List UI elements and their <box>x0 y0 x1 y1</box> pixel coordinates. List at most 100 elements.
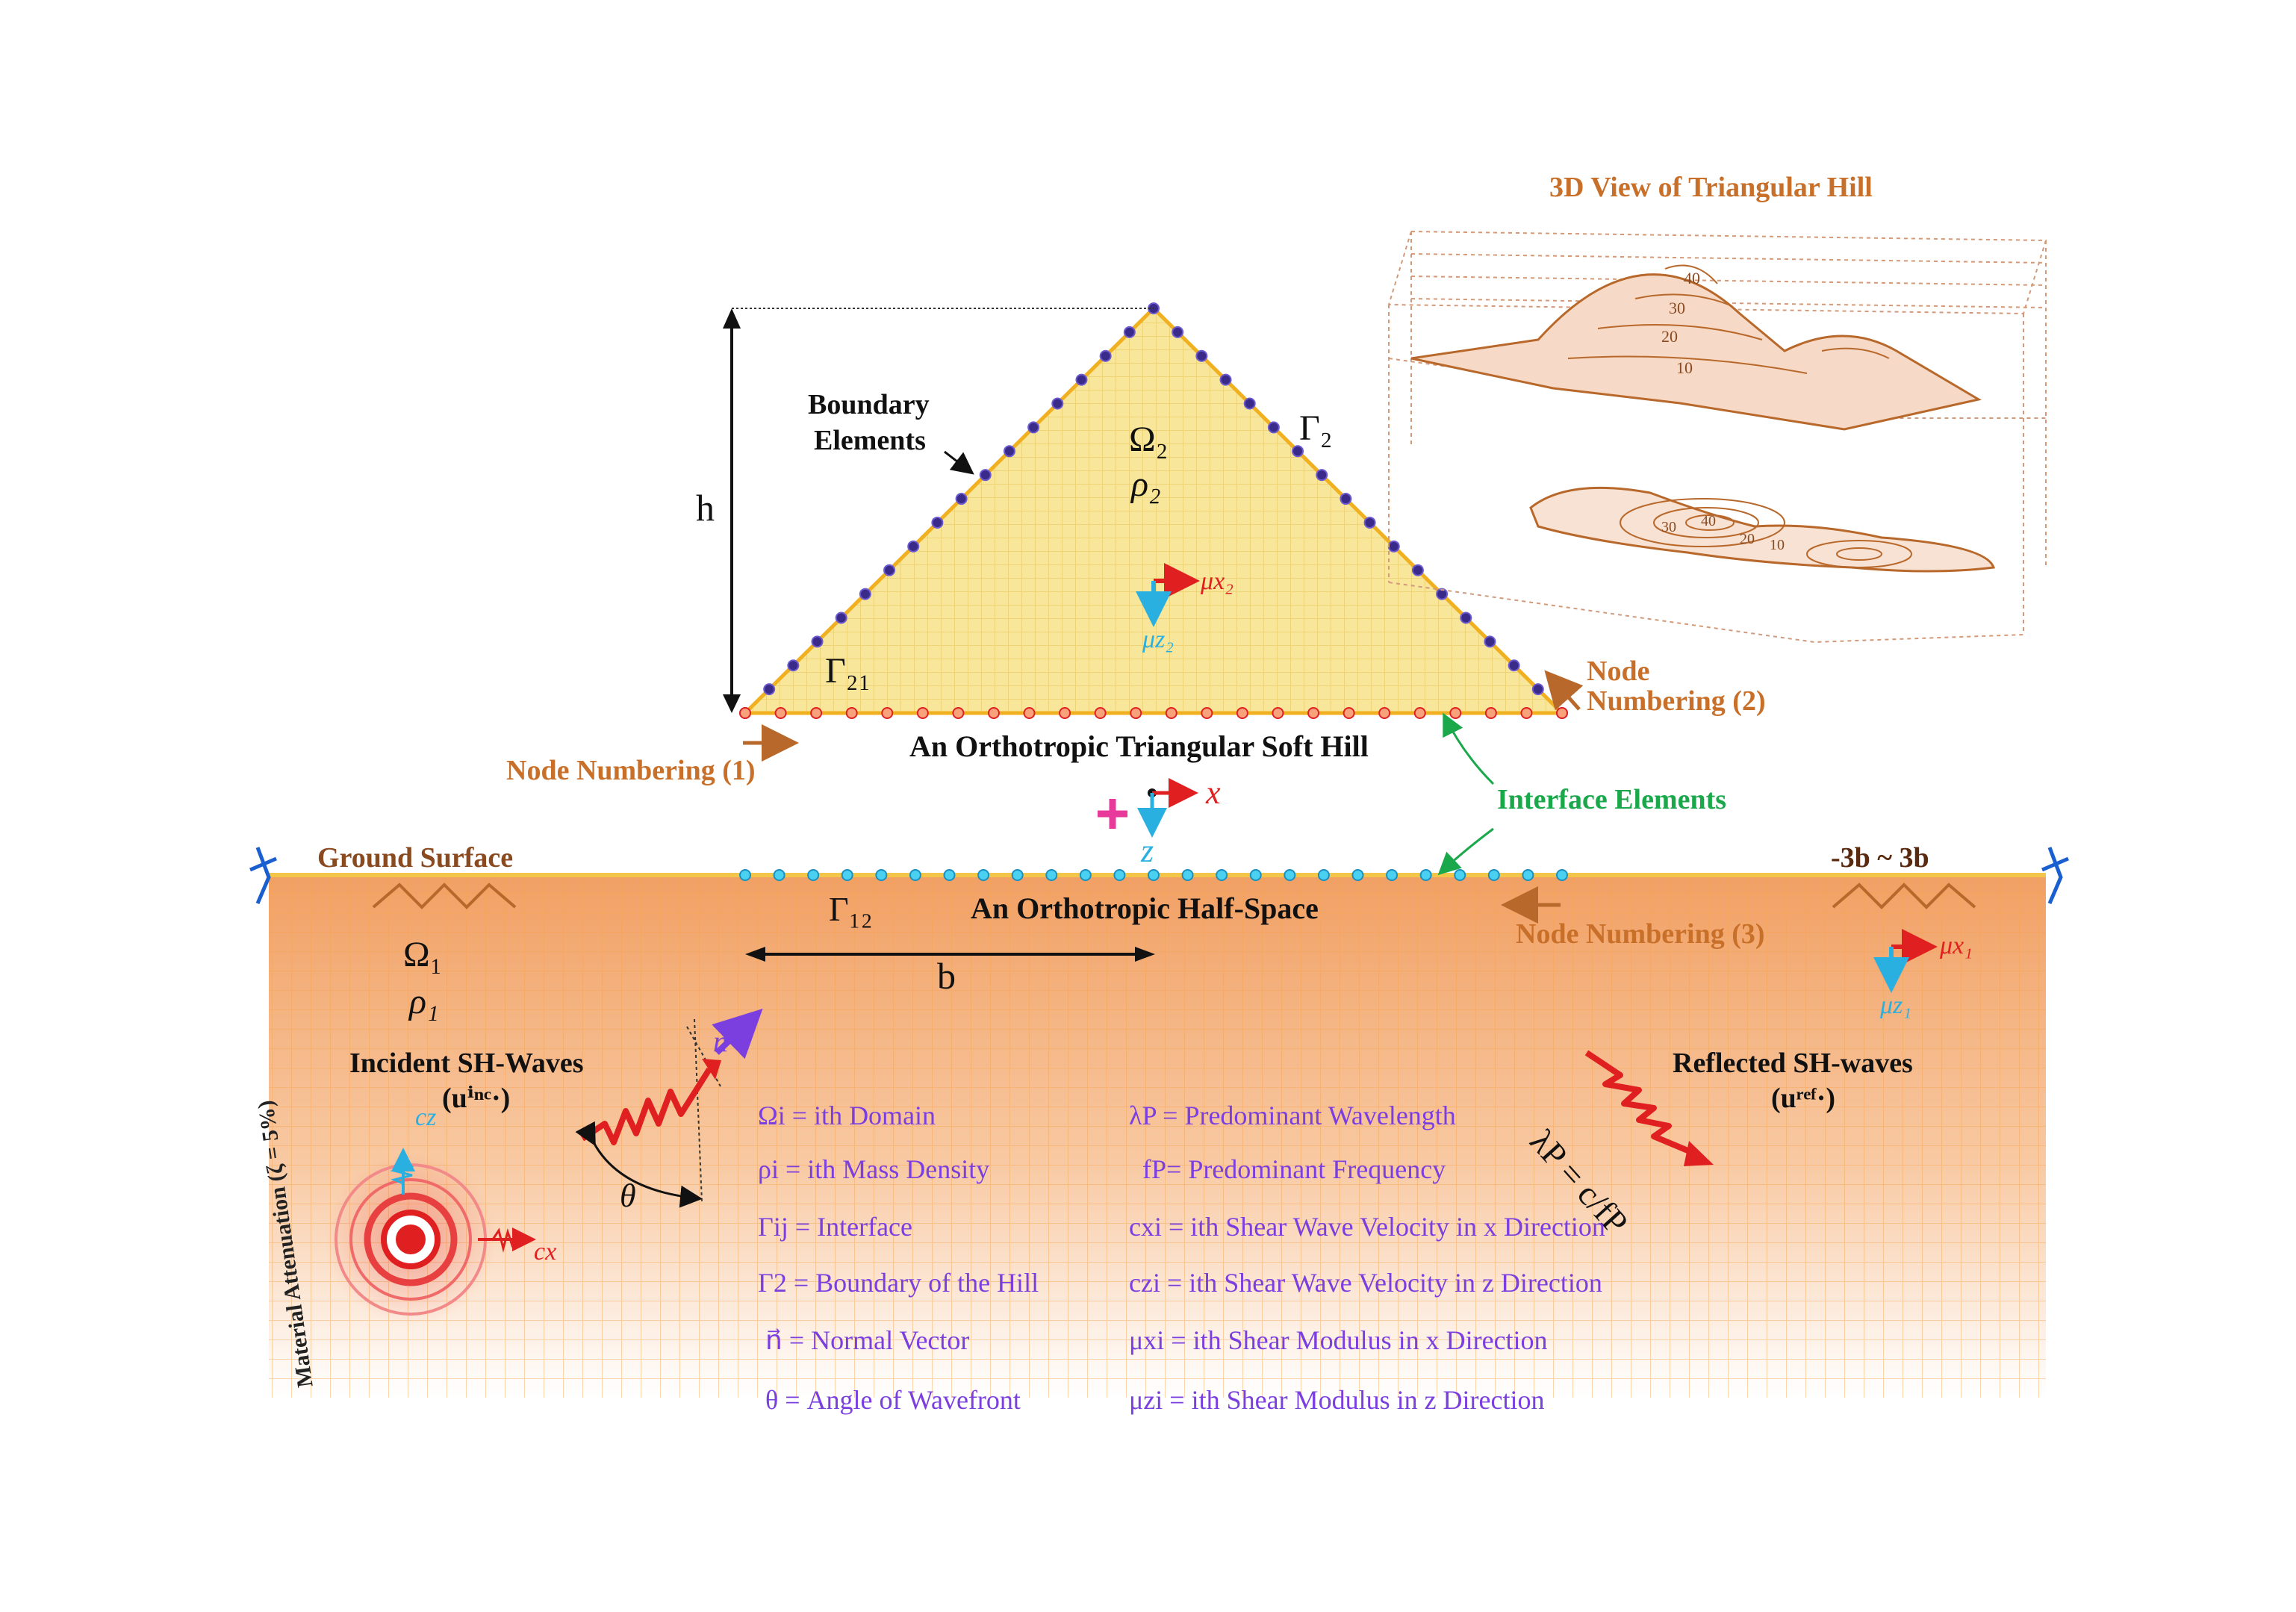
legend-right-item-4: czi = ith Shear Wave Velocity in z Direc… <box>1129 1268 1602 1298</box>
interface-hill-node <box>987 707 1000 719</box>
rho2-label: ρ₂ <box>1131 464 1161 504</box>
legend-left-item-2: ρi = ith Mass Density <box>758 1154 990 1184</box>
contour-3d-label-10: 10 <box>1676 358 1693 377</box>
boundary-node <box>1387 540 1400 553</box>
boundary-node <box>1436 588 1449 600</box>
interface-ground-node <box>1487 869 1500 881</box>
hill-title: An Orthotropic Triangular Soft Hill <box>909 729 1369 763</box>
interface-hill-node <box>1413 707 1426 719</box>
boundary-node <box>1219 373 1232 386</box>
contour-3d-label-30: 30 <box>1669 299 1685 317</box>
reflected-wave <box>1584 1050 1714 1166</box>
interface-hill-nodes <box>739 707 1568 719</box>
interface-hill-node <box>881 707 894 719</box>
interface-pointer-lower <box>1437 827 1494 876</box>
cx-label: cx <box>534 1238 557 1266</box>
mu-z2-label: μz₂ <box>1142 626 1175 653</box>
contour-3d-label-20: 20 <box>1661 327 1678 346</box>
legend-right-item-2: fP= Predominant Frequency <box>1142 1154 1446 1184</box>
interface-hill-node <box>952 707 965 719</box>
legend-left-item-4: Γ2 = Boundary of the Hill <box>758 1268 1039 1298</box>
rho1-label: ρ₁ <box>409 982 439 1021</box>
boundary-node <box>883 564 896 576</box>
boundary-node <box>979 469 992 482</box>
interface-ground-node <box>1351 869 1364 881</box>
interface-ground-node <box>1181 869 1194 881</box>
boundary-node <box>931 516 944 529</box>
normal-vector-label: n⃗ <box>713 1024 752 1058</box>
incident-wave-arrowhead <box>702 1059 721 1080</box>
triangular-hill <box>739 302 1568 719</box>
interface-ground-node <box>1419 869 1432 881</box>
break-symbol-right <box>2041 847 2069 904</box>
interface-hill-node <box>1201 707 1213 719</box>
boundary-nodes <box>739 302 1568 719</box>
boundary-node <box>1411 564 1424 576</box>
interface-hill-node <box>1272 707 1284 719</box>
interface-ground-node <box>1556 869 1568 881</box>
mu-x2-label: μx₂ <box>1201 567 1233 595</box>
hill-grid <box>745 308 1562 713</box>
ground-surface-label: Ground Surface <box>317 842 514 874</box>
attenuation-ring-3 <box>349 1178 472 1301</box>
interface-nodes <box>739 869 1568 881</box>
break-symbol-left <box>249 847 277 904</box>
interface-ground-node <box>875 869 888 881</box>
boundary-node <box>1099 349 1112 362</box>
b-arrow-left <box>745 947 765 962</box>
boundary-node <box>1172 326 1184 338</box>
half-space-grid <box>269 875 2046 1398</box>
hill-3d-surface <box>1410 273 1982 431</box>
interface-hill-node <box>1449 707 1462 719</box>
interface-ground-node <box>1011 869 1024 881</box>
interface-ground-node <box>1249 869 1262 881</box>
interface-hill-node <box>916 707 929 719</box>
interface-ground-node <box>1454 869 1466 881</box>
boundary-node <box>1027 421 1040 434</box>
theta-arc <box>575 1121 703 1208</box>
cx-wavelet <box>491 1227 518 1253</box>
boundary-elements-pointer <box>944 450 974 475</box>
attenuation-center <box>396 1224 426 1254</box>
incident-waves-symbol: (uⁱⁿᶜ·) <box>442 1083 511 1114</box>
legend-right-item-6: μzi = ith Shear Modulus in z Direction <box>1129 1385 1545 1415</box>
legend-left-item-5: n⃗ = Normal Vector <box>765 1325 970 1355</box>
boundary-node <box>1460 611 1472 624</box>
legend-right-item-5: μxi = ith Shear Modulus in x Direction <box>1129 1325 1548 1355</box>
reflected-waves-symbol: (uʳᵉᶠ·) <box>1771 1083 1836 1114</box>
mu-z1-label: μz₁ <box>1880 992 1912 1019</box>
legend-left-item-1: Ωi = ith Domain <box>758 1101 936 1130</box>
boundary-node <box>1267 421 1280 434</box>
legend-right-item-3: cxi = ith Shear Wave Velocity in x Direc… <box>1129 1212 1605 1242</box>
attenuation-ring-2 <box>364 1192 458 1286</box>
gamma12-label: Γ₁₂ <box>829 890 873 928</box>
incident-wave <box>575 1008 763 1208</box>
legend-left-item-6: θ = Angle of Wavefront <box>765 1385 1021 1415</box>
h-arrow-bottom <box>723 694 741 713</box>
normal-vector-arrow <box>712 1008 763 1059</box>
boundary-node <box>811 635 824 648</box>
interface-ground-node <box>943 869 956 881</box>
reflected-wave-pulse <box>1584 1050 1696 1157</box>
boundary-node <box>859 588 871 600</box>
reflected-waves-label: Reflected SH-waves <box>1673 1048 1913 1079</box>
halfspace-title: An Orthotropic Half-Space <box>971 891 1319 925</box>
ground-hatch-left <box>372 883 517 909</box>
boundary-node <box>1195 349 1208 362</box>
boundary-node <box>1316 469 1328 482</box>
interface-hill-node <box>1130 707 1142 719</box>
interface-hill-node <box>1378 707 1391 719</box>
interface-ground-node <box>1113 869 1126 881</box>
interface-ground-node <box>909 869 921 881</box>
wavefront-normal-line <box>694 1018 703 1203</box>
cz-label: cz <box>415 1104 437 1131</box>
axis-x-label: x <box>1206 774 1221 811</box>
boundary-node <box>1484 635 1496 648</box>
legend-right-item-1: λP = Predominant Wavelength <box>1129 1101 1456 1130</box>
hill-outline <box>740 305 1567 715</box>
view3d-title: 3D View of Triangular Hill <box>1549 172 1873 203</box>
hill-3d-view <box>1387 230 2047 644</box>
boundary-elements-label-1: Boundary <box>808 389 930 420</box>
